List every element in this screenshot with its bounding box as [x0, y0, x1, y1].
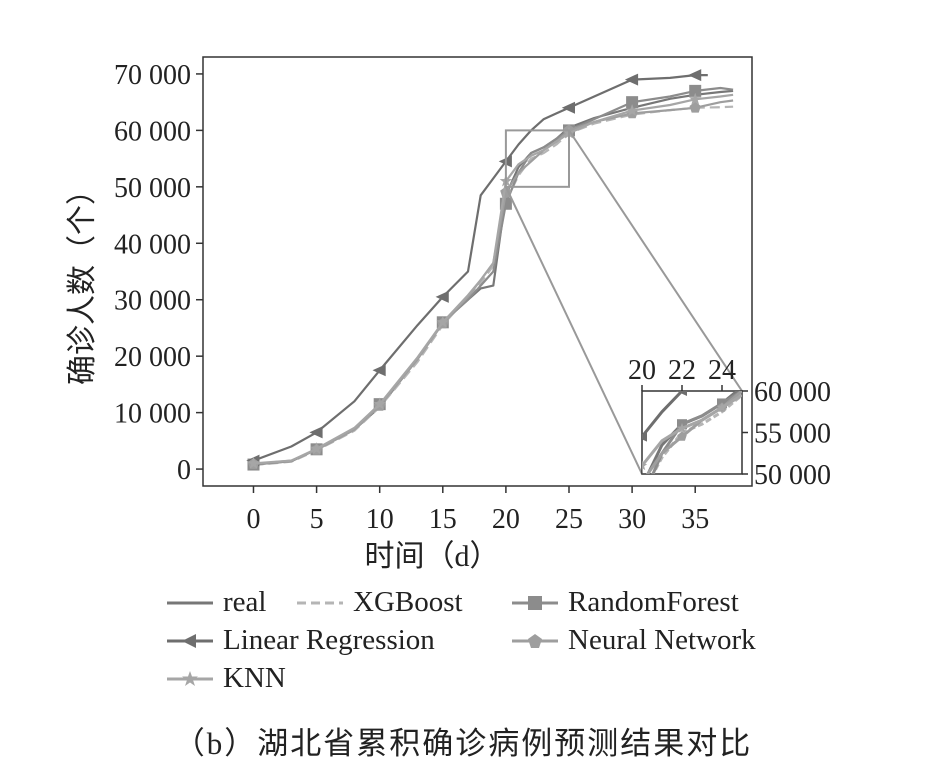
figure-caption: （b）湖北省累积确诊病例预测结果对比 [173, 726, 753, 761]
legend: real XGBoost RandomForest Linear Regress… [165, 580, 865, 700]
y-tick-label: 70 000 [114, 60, 191, 91]
x-tick-label: 20 [492, 504, 520, 535]
inset-x-tick-label: 20 [628, 355, 656, 386]
x-tick-label: 30 [618, 504, 646, 535]
x-tick-label: 15 [429, 504, 457, 535]
inset-data-point-linear-regression [676, 391, 687, 396]
data-point-linear-regression [624, 73, 639, 86]
legend-item-xgboost: XGBoost [295, 586, 463, 619]
legend-item-randomforest: RandomForest [510, 586, 739, 619]
inset-data-point-knn [642, 460, 648, 471]
data-point-randomforest [689, 84, 702, 97]
legend-item-real: real [165, 586, 266, 619]
data-point-neural-network [689, 101, 701, 113]
x-tick-label: 5 [310, 504, 324, 535]
x-tick-label: 35 [681, 504, 709, 535]
inset-y-tick-label: 60 000 [754, 377, 831, 408]
legend-star-marker-icon [167, 670, 213, 686]
series-line-linear-regression [253, 74, 708, 462]
inset-x-tick-label: 22 [668, 355, 696, 386]
legend-pentagon-marker-icon [512, 633, 558, 648]
series-line-neural-network [253, 99, 734, 466]
legend-item-knn: KNN [165, 662, 286, 695]
main-plot: 0 5 10 15 20 25 30 35 0 10 000 20 000 30 000 40 000 5… [114, 56, 753, 535]
inset-data-point-randomforest [637, 494, 647, 504]
data-point-knn [625, 104, 639, 116]
inset-data-point-knn [716, 402, 728, 413]
data-point-knn [373, 397, 386, 410]
data-point-linear-regression [372, 364, 386, 377]
series-linear-regression [246, 69, 708, 467]
data-point-linear-regression [561, 101, 575, 114]
y-tick-label: 10 000 [114, 399, 191, 430]
y-tick-label: 20 000 [114, 342, 191, 373]
inset-data-point-knn [676, 422, 688, 433]
plot-frame [202, 56, 753, 487]
data-point-knn [688, 92, 702, 105]
data-point-randomforest [626, 96, 639, 109]
inset-y-tick-label: 50 000 [754, 460, 831, 491]
legend-label-real: real [223, 586, 267, 618]
series-line-knn [253, 93, 734, 465]
data-point-linear-regression [688, 69, 702, 82]
inset-data-point-neural-network [677, 431, 687, 441]
data-point-linear-regression [435, 290, 449, 303]
legend-square-marker-icon [512, 595, 558, 610]
data-point-linear-regression [309, 426, 323, 439]
x-tick-label: 25 [555, 504, 583, 535]
inset-x-tick-label: 24 [708, 355, 736, 386]
zoom-connector-lines [504, 129, 743, 475]
inset-series-group [637, 391, 742, 504]
x-tick-label: 10 [366, 504, 394, 535]
y-tick-label: 60 000 [114, 116, 191, 147]
legend-dashed-line-icon [297, 601, 343, 604]
legend-label-xgboost: XGBoost [353, 586, 463, 618]
inset-plot: 20 22 24 60 000 55 000 50 000 [628, 355, 831, 504]
inset-data-point-neural-network [637, 477, 647, 486]
inset-y-tick-label: 55 000 [754, 419, 831, 450]
data-point-knn [247, 456, 260, 469]
legend-label-neural-network: Neural Network [568, 624, 756, 656]
legend-label-linear-regression: Linear Regression [223, 624, 435, 656]
zoom-region-box [504, 129, 570, 188]
legend-label-randomforest: RandomForest [568, 586, 739, 618]
zoom-connector-line [504, 186, 643, 475]
legend-line-icon [167, 601, 213, 604]
x-tick-label: 0 [246, 504, 260, 535]
legend-triangle-marker-icon [167, 633, 213, 648]
legend-item-neural-network: Neural Network [510, 624, 756, 657]
y-tick-label: 40 000 [114, 229, 191, 260]
data-point-knn [310, 442, 323, 455]
zoom-connector-line [568, 129, 743, 392]
y-tick-label: 0 [177, 455, 191, 486]
y-axis-label: 确诊人数（个） [66, 175, 99, 385]
inset-data-point-linear-regression [642, 431, 647, 442]
data-point-knn [436, 315, 450, 328]
legend-item-linear-regression: Linear Regression [165, 624, 435, 657]
y-tick-label: 30 000 [114, 286, 191, 317]
x-axis-label: 时间（d） [365, 540, 500, 573]
legend-label-knn: KNN [223, 662, 286, 694]
chart: 0 5 10 15 20 25 30 35 0 10 000 20 000 30 000 40 000 5… [66, 56, 831, 573]
y-tick-label: 50 000 [114, 173, 191, 204]
